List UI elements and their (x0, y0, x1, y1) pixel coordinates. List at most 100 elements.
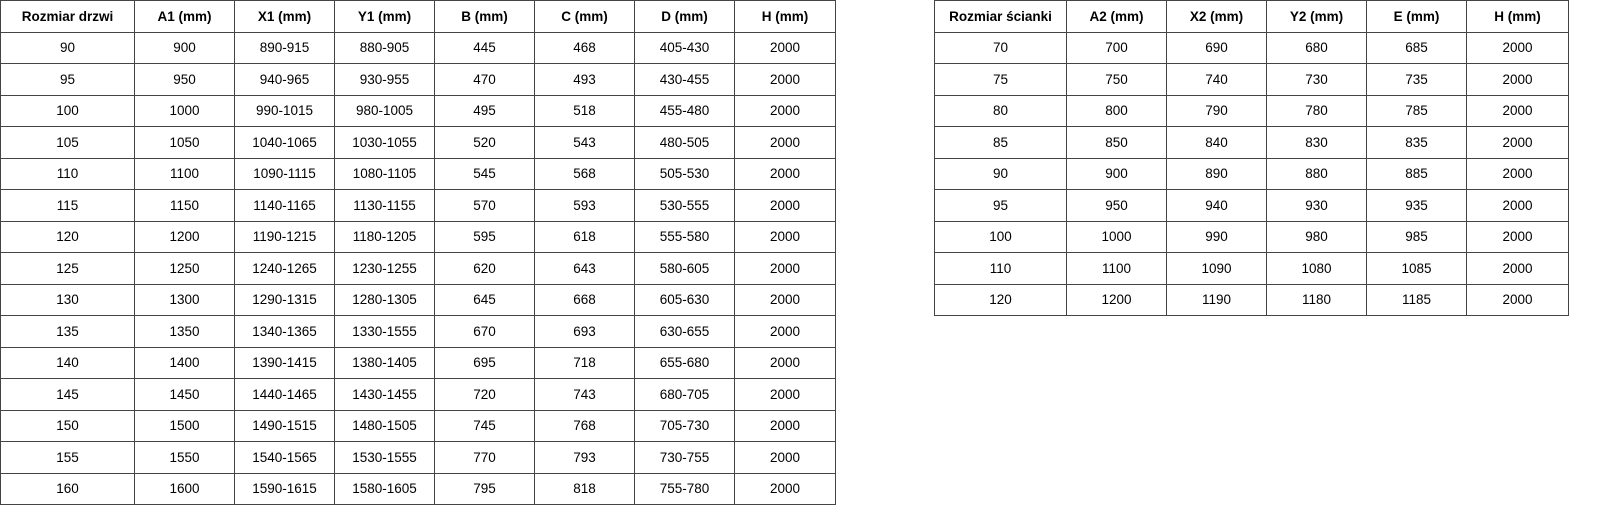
column-header: X2 (mm) (1166, 0, 1267, 33)
table-cell: 695 (434, 346, 535, 379)
table-cell: 670 (434, 315, 535, 348)
column-header: A1 (mm) (134, 0, 235, 33)
table-cell: 1030-1055 (334, 126, 435, 159)
table-cell: 2000 (1466, 189, 1569, 222)
table-row: 110 1100 1090-1115 1080-1105 545 568 505-530 20… (0, 157, 836, 190)
table-cell: 1130-1155 (334, 189, 435, 222)
table-cell: 85 (934, 126, 1067, 159)
table-cell: 1100 (1066, 252, 1167, 285)
table-cell: 105 (0, 126, 135, 159)
table-cell: 2000 (1466, 94, 1569, 127)
table-cell: 493 (534, 63, 635, 96)
table-row: 155 1550 1540-1565 1530-1555 770 793 730-755 20… (0, 441, 836, 474)
table-cell: 2000 (1466, 63, 1569, 96)
table-cell: 743 (534, 378, 635, 411)
table-cell: 643 (534, 252, 635, 285)
column-header: A2 (mm) (1066, 0, 1167, 33)
table-header-row: Rozmiar ścianki A2 (mm) X2 (mm) Y2 (mm) E (m… (934, 0, 1569, 33)
table-cell: 1050 (134, 126, 235, 159)
table-cell: 135 (0, 315, 135, 348)
table-cell: 125 (0, 252, 135, 285)
table-cell: 940 (1166, 189, 1267, 222)
table-cell: 1080 (1266, 252, 1367, 285)
table-row: 85 850 840 830 835 2000 (934, 126, 1569, 159)
table-cell: 155 (0, 441, 135, 474)
table-cell: 930 (1266, 189, 1367, 222)
table-cell: 950 (134, 63, 235, 96)
table-cell: 1180 (1266, 283, 1367, 316)
table-cell: 1280-1305 (334, 283, 435, 316)
table-row: 120 1200 1190 1180 1185 2000 (934, 283, 1569, 316)
column-header: E (mm) (1366, 0, 1467, 33)
table-cell: 90 (0, 31, 135, 64)
table-cell: 495 (434, 94, 535, 127)
table-cell: 655-680 (634, 346, 735, 379)
table-cell: 2000 (734, 472, 836, 505)
table-cell: 818 (534, 472, 635, 505)
table-cell: 830 (1266, 126, 1367, 159)
table-cell: 110 (0, 157, 135, 190)
table-cell: 793 (534, 441, 635, 474)
table-cell: 545 (434, 157, 535, 190)
table-cell: 2000 (734, 315, 836, 348)
table-cell: 990 (1166, 220, 1267, 253)
column-header: X1 (mm) (234, 0, 335, 33)
table-cell: 1240-1265 (234, 252, 335, 285)
table-cell: 1490-1515 (234, 409, 335, 442)
table-cell: 985 (1366, 220, 1467, 253)
table-cell: 693 (534, 315, 635, 348)
table-cell: 605-630 (634, 283, 735, 316)
column-header: Rozmiar ścianki (934, 0, 1067, 33)
table-cell: 1450 (134, 378, 235, 411)
table-cell: 1340-1365 (234, 315, 335, 348)
table-cell: 885 (1366, 157, 1467, 190)
table-cell: 570 (434, 189, 535, 222)
table-cell: 850 (1066, 126, 1167, 159)
table-cell: 768 (534, 409, 635, 442)
table-cell: 543 (534, 126, 635, 159)
table-row: 105 1050 1040-1065 1030-1055 520 543 480-505 20… (0, 126, 836, 159)
table-cell: 405-430 (634, 31, 735, 64)
table-cell: 680-705 (634, 378, 735, 411)
table-cell: 720 (434, 378, 535, 411)
table-cell: 2000 (734, 94, 836, 127)
table-cell: 1590-1615 (234, 472, 335, 505)
table-row: 95 950 940 930 935 2000 (934, 189, 1569, 222)
table-row: 90 900 890 880 885 2000 (934, 157, 1569, 190)
table-cell: 890-915 (234, 31, 335, 64)
column-header: B (mm) (434, 0, 535, 33)
table-cell: 645 (434, 283, 535, 316)
table-cell: 580-605 (634, 252, 735, 285)
table-cell: 880 (1266, 157, 1367, 190)
table-cell: 2000 (734, 31, 836, 64)
table-cell: 2000 (734, 220, 836, 253)
column-header: C (mm) (534, 0, 635, 33)
table-cell: 1290-1315 (234, 283, 335, 316)
table-cell: 530-555 (634, 189, 735, 222)
table-cell: 2000 (734, 63, 836, 96)
table-cell: 160 (0, 472, 135, 505)
table-cell: 150 (0, 409, 135, 442)
table-cell: 90 (934, 157, 1067, 190)
table-cell: 780 (1266, 94, 1367, 127)
table-cell: 1430-1455 (334, 378, 435, 411)
table-cell: 2000 (1466, 220, 1569, 253)
table-row: 75 750 740 730 735 2000 (934, 63, 1569, 96)
table-cell: 1000 (134, 94, 235, 127)
table-cell: 1500 (134, 409, 235, 442)
table-cell: 630-655 (634, 315, 735, 348)
table-cell: 735 (1366, 63, 1467, 96)
table-cell: 2000 (1466, 252, 1569, 285)
table-cell: 790 (1166, 94, 1267, 127)
table-cell: 705-730 (634, 409, 735, 442)
table-cell: 520 (434, 126, 535, 159)
table-cell: 1400 (134, 346, 235, 379)
table-cell: 680 (1266, 31, 1367, 64)
table-cell: 750 (1066, 63, 1167, 96)
table-cell: 505-530 (634, 157, 735, 190)
table-cell: 2000 (1466, 157, 1569, 190)
table-cell: 835 (1366, 126, 1467, 159)
table-cell: 1185 (1366, 283, 1467, 316)
column-header: H (mm) (1466, 0, 1569, 33)
table-cell: 718 (534, 346, 635, 379)
